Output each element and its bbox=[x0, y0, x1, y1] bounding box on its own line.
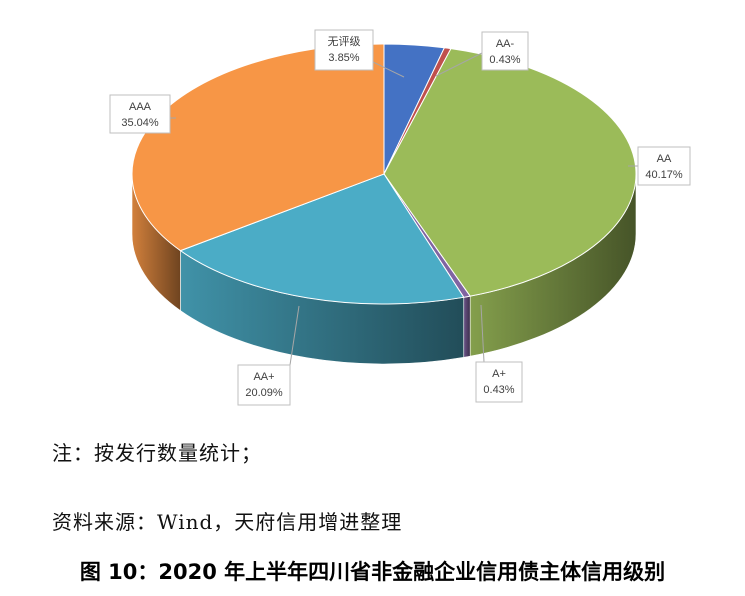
chart-note: 注：按发行数量统计； bbox=[52, 441, 262, 465]
data-label-category: AAA bbox=[129, 101, 152, 113]
data-source: 资料来源：Wind，天府信用增进整理 bbox=[52, 510, 403, 534]
figure-caption: 图 10：2020 年上半年四川省非金融企业信用债主体信用级别 bbox=[79, 560, 666, 584]
data-label-value: 0.43% bbox=[483, 384, 514, 396]
data-label-box-A+ bbox=[475, 361, 523, 403]
pie-slice-AA+ bbox=[179, 173, 465, 305]
data-label-value: 20.09% bbox=[245, 387, 283, 399]
data-label-box-AA bbox=[637, 146, 691, 186]
leader-line-AA+ bbox=[289, 305, 300, 366]
data-label-category: 无评级 bbox=[328, 35, 361, 48]
data-label-value: 35.04% bbox=[121, 117, 159, 129]
data-label-category: AA bbox=[657, 153, 672, 165]
data-label-box-AAA bbox=[109, 94, 171, 134]
data-label-box-AA+ bbox=[237, 364, 291, 406]
pie-tops bbox=[131, 43, 637, 305]
pie-chart: 无评级 3.85% AA- 0.43% AA 40.17% A+ 0.43% AA+ 20.09%… bbox=[109, 29, 691, 406]
pie-slice-AA bbox=[383, 48, 637, 297]
data-label-category: A+ bbox=[492, 368, 506, 380]
pie-side-A+ bbox=[463, 295, 471, 358]
leader-line-A+ bbox=[480, 304, 485, 363]
leader-lines bbox=[170, 51, 638, 366]
data-label-category: AA+ bbox=[253, 371, 274, 383]
data-label-value: 40.17% bbox=[645, 169, 683, 181]
data-label-category: AA- bbox=[496, 38, 515, 50]
leader-line-无评级 bbox=[372, 61, 405, 78]
data-label-value: 3.85% bbox=[328, 52, 359, 64]
data-label-value: 0.43% bbox=[489, 54, 520, 66]
leader-line-AA- bbox=[435, 51, 485, 77]
data-label-box-无评级 bbox=[314, 29, 374, 71]
data-label-box-AA- bbox=[481, 31, 529, 71]
data-labels: 无评级 3.85% AA- 0.43% AA 40.17% A+ 0.43% AA+ 20.09%… bbox=[109, 29, 691, 406]
